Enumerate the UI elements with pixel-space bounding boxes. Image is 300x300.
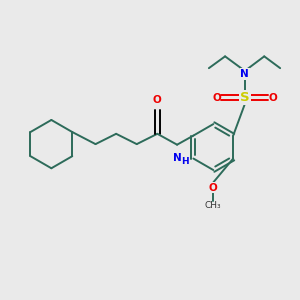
Text: S: S bbox=[240, 91, 250, 104]
Text: O: O bbox=[212, 93, 221, 103]
Text: O: O bbox=[153, 95, 162, 105]
Text: N: N bbox=[240, 69, 249, 79]
Text: O: O bbox=[209, 183, 218, 193]
Text: H: H bbox=[181, 157, 188, 166]
Text: O: O bbox=[268, 93, 277, 103]
Text: CH₃: CH₃ bbox=[205, 201, 222, 210]
Text: N: N bbox=[173, 153, 182, 163]
